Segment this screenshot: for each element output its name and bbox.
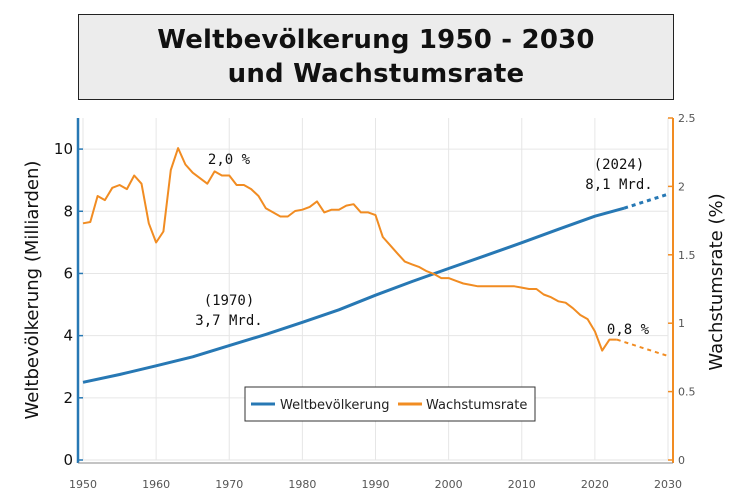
- y-tick-label-right-0: 0: [678, 454, 685, 467]
- y-axis-label-right: Wachstumsrate (%): [706, 193, 727, 370]
- y-axis-label-left: Weltbevölkerung (Milliarden): [22, 161, 43, 420]
- x-tick-label-2: 1970: [215, 478, 243, 491]
- series-projection-population: [623, 192, 669, 210]
- annotation-a1970-line-2: 3,7 Mrd.: [195, 313, 262, 329]
- legend-label-growth: Wachstumsrate: [426, 398, 527, 413]
- y-tick-label-right-3: 1.5: [678, 249, 696, 262]
- series-line-growth: [82, 147, 617, 352]
- x-tick-label-5: 2000: [435, 478, 463, 491]
- y-tick-label-right-5: 2.5: [678, 112, 696, 125]
- legend-label-population: Weltbevölkerung: [280, 398, 389, 413]
- x-tick-label-6: 2010: [508, 478, 536, 491]
- x-tick-label-1: 1960: [142, 478, 170, 491]
- annotation-aend-line-1: 0,8 %: [607, 322, 650, 338]
- series-projection-growth: [616, 338, 669, 357]
- y-tick-label-left-1: 2: [63, 389, 73, 407]
- annotation-a2024-line-2: 8,1 Mrd.: [585, 177, 652, 193]
- legend-box: [244, 386, 536, 422]
- y-tick-label-left-0: 0: [63, 451, 73, 469]
- legend: Weltbevölkerung Wachstumsrate: [244, 386, 536, 422]
- y-tick-label-left-4: 8: [63, 202, 73, 220]
- y-tick-label-right-4: 2: [678, 180, 685, 193]
- tick-labels: 1950 1960 1970 1980 1990 2000 2010 2020 20300246…: [54, 112, 696, 491]
- y-tick-label-left-5: 10: [54, 140, 73, 158]
- annotation-a1970-line-1: (1970): [204, 293, 255, 309]
- chart-title-line-2: und Wachstumsrate: [227, 59, 525, 89]
- series-lines: [82, 147, 669, 384]
- series-line-population: [82, 206, 625, 384]
- x-tick-label-7: 2020: [581, 478, 609, 491]
- x-tick-label-8: 2030: [654, 478, 682, 491]
- chart-title-line-1: Weltbevölkerung 1950 - 2030: [157, 25, 595, 55]
- chart-title-box: Weltbevölkerung 1950 - 2030 und Wachstum…: [78, 14, 674, 100]
- annotation-a2024-line-1: (2024): [594, 157, 645, 173]
- annotation-apeak-line-1: 2,0 %: [208, 152, 251, 168]
- x-tick-label-0: 1950: [69, 478, 97, 491]
- x-tick-label-4: 1990: [362, 478, 390, 491]
- y-tick-label-right-1: 0.5: [678, 386, 696, 399]
- x-tick-label-3: 1980: [288, 478, 316, 491]
- y-tick-label-right-2: 1: [678, 317, 685, 330]
- y-tick-label-left-3: 6: [63, 264, 73, 282]
- y-tick-label-left-2: 4: [63, 327, 73, 345]
- annotations: (1970) 3,7 Mrd. (2024) 8,1 Mrd. 2,0 % 0,8 %: [195, 152, 652, 338]
- axes: [76, 117, 674, 464]
